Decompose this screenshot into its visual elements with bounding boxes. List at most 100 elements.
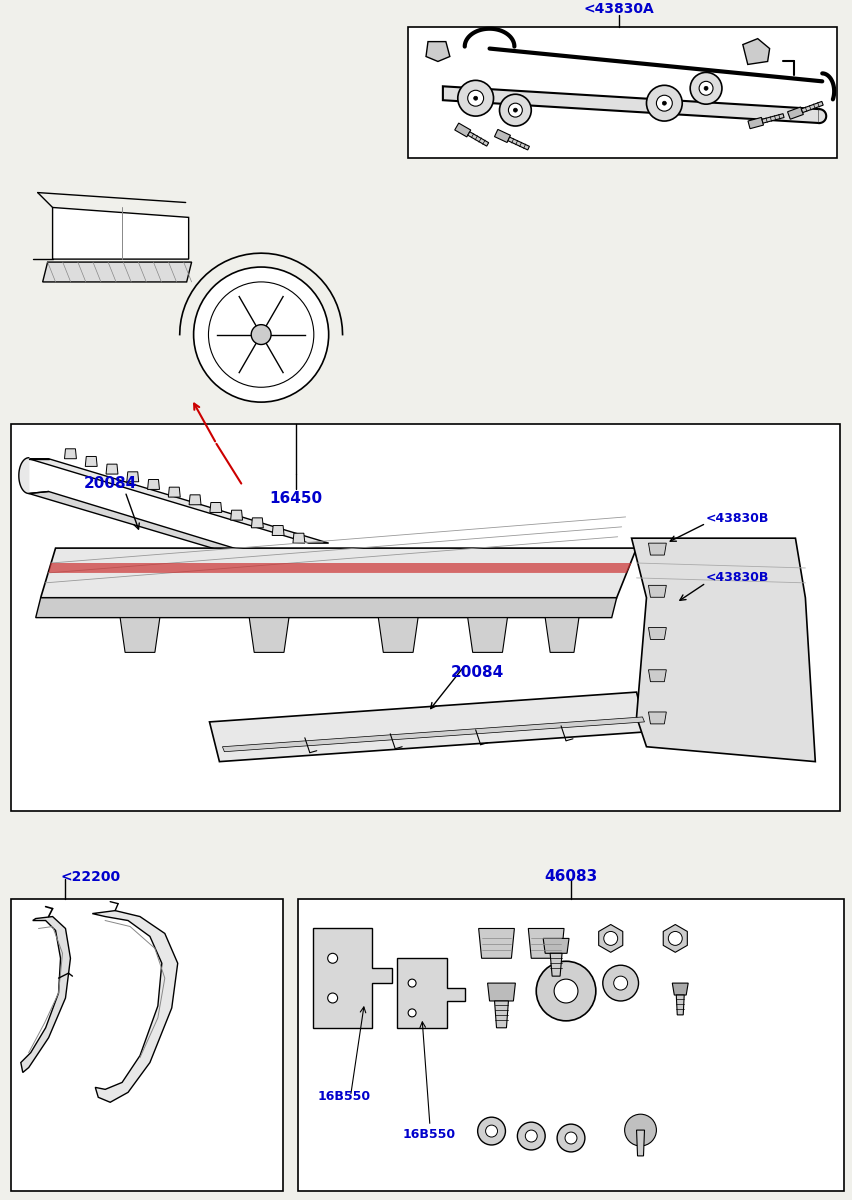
Bar xyxy=(578,593,596,611)
Polygon shape xyxy=(507,137,529,150)
Circle shape xyxy=(564,1132,576,1144)
Circle shape xyxy=(556,1124,584,1152)
Polygon shape xyxy=(550,953,561,976)
Polygon shape xyxy=(494,1001,508,1027)
Bar xyxy=(631,647,649,664)
Polygon shape xyxy=(648,670,665,682)
Bar xyxy=(578,557,596,575)
Circle shape xyxy=(646,85,682,121)
Circle shape xyxy=(603,931,617,946)
Circle shape xyxy=(554,979,578,1003)
Circle shape xyxy=(689,72,721,104)
Polygon shape xyxy=(467,132,488,146)
Polygon shape xyxy=(53,208,188,259)
Polygon shape xyxy=(544,618,579,653)
Polygon shape xyxy=(36,598,616,618)
Circle shape xyxy=(656,95,671,112)
Bar xyxy=(524,647,542,664)
Circle shape xyxy=(251,325,271,344)
Polygon shape xyxy=(20,917,71,1073)
Polygon shape xyxy=(19,457,29,493)
Polygon shape xyxy=(210,692,646,762)
Polygon shape xyxy=(49,563,630,572)
Bar xyxy=(524,539,542,557)
Polygon shape xyxy=(120,618,159,653)
Polygon shape xyxy=(189,494,201,505)
Polygon shape xyxy=(478,929,514,959)
Bar xyxy=(11,899,283,1190)
Circle shape xyxy=(477,1117,505,1145)
Polygon shape xyxy=(168,487,180,497)
Polygon shape xyxy=(800,101,822,113)
Text: 16450: 16450 xyxy=(269,491,322,506)
Text: <22200: <22200 xyxy=(60,870,120,884)
Circle shape xyxy=(699,82,712,95)
Polygon shape xyxy=(230,510,242,520)
Bar xyxy=(596,611,613,629)
Polygon shape xyxy=(671,983,688,995)
Polygon shape xyxy=(65,449,77,458)
Polygon shape xyxy=(543,938,568,953)
Polygon shape xyxy=(648,712,665,724)
Circle shape xyxy=(513,108,517,112)
Polygon shape xyxy=(818,109,826,124)
Polygon shape xyxy=(378,618,417,653)
Bar xyxy=(560,647,578,664)
Circle shape xyxy=(327,994,337,1003)
Polygon shape xyxy=(747,118,763,128)
Polygon shape xyxy=(494,130,509,143)
Polygon shape xyxy=(210,503,222,512)
Polygon shape xyxy=(249,618,289,653)
Bar xyxy=(542,593,560,611)
Bar xyxy=(542,629,560,647)
Polygon shape xyxy=(41,548,636,598)
Bar xyxy=(596,575,613,593)
Circle shape xyxy=(624,1114,656,1146)
Bar xyxy=(631,575,649,593)
Polygon shape xyxy=(222,716,644,751)
Polygon shape xyxy=(648,586,665,598)
Text: <43830B: <43830B xyxy=(705,512,769,524)
Polygon shape xyxy=(648,628,665,640)
Bar xyxy=(524,575,542,593)
Bar xyxy=(596,647,613,664)
Polygon shape xyxy=(598,924,622,953)
Polygon shape xyxy=(29,492,308,571)
Polygon shape xyxy=(251,518,263,528)
Polygon shape xyxy=(636,1130,644,1156)
Circle shape xyxy=(193,268,328,402)
Bar xyxy=(631,611,649,629)
Circle shape xyxy=(602,965,638,1001)
Circle shape xyxy=(662,101,665,106)
Bar xyxy=(11,424,839,811)
Circle shape xyxy=(517,1122,544,1150)
Circle shape xyxy=(525,1130,537,1142)
Bar xyxy=(613,593,631,611)
Bar xyxy=(560,575,578,593)
Text: scuderia: scuderia xyxy=(233,599,419,637)
Bar xyxy=(542,557,560,575)
Bar xyxy=(613,629,631,647)
Polygon shape xyxy=(85,456,97,467)
Circle shape xyxy=(208,282,314,388)
Polygon shape xyxy=(425,42,449,61)
Circle shape xyxy=(407,1009,416,1016)
Circle shape xyxy=(499,95,531,126)
Polygon shape xyxy=(147,480,159,490)
Polygon shape xyxy=(648,544,665,556)
Text: <43830A: <43830A xyxy=(583,2,653,16)
Circle shape xyxy=(485,1126,497,1138)
Circle shape xyxy=(473,96,477,101)
Text: <43830B: <43830B xyxy=(705,571,769,584)
Polygon shape xyxy=(742,38,769,65)
Polygon shape xyxy=(487,983,515,1001)
Polygon shape xyxy=(467,618,507,653)
Circle shape xyxy=(668,931,682,946)
Polygon shape xyxy=(630,538,815,762)
Text: 16B550: 16B550 xyxy=(318,1090,371,1103)
Bar xyxy=(560,611,578,629)
Polygon shape xyxy=(127,472,139,481)
Circle shape xyxy=(407,979,416,988)
Bar xyxy=(560,539,578,557)
Text: 20084: 20084 xyxy=(451,665,504,679)
